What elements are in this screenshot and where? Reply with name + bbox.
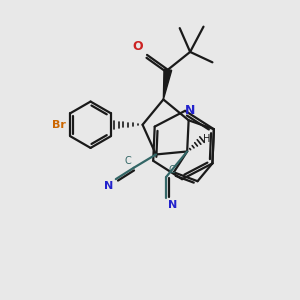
Text: O: O bbox=[132, 40, 142, 53]
Text: N: N bbox=[168, 200, 177, 210]
Text: Br: Br bbox=[52, 120, 66, 130]
Text: C: C bbox=[169, 165, 176, 175]
Text: H: H bbox=[203, 134, 211, 144]
Text: N: N bbox=[104, 181, 113, 190]
Polygon shape bbox=[164, 69, 172, 100]
Text: N: N bbox=[185, 104, 195, 117]
Text: C: C bbox=[124, 156, 131, 166]
